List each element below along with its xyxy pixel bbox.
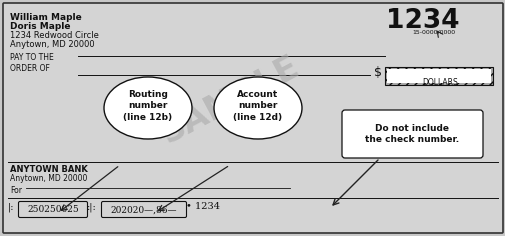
Text: DOLLARS: DOLLARS — [421, 78, 457, 87]
Ellipse shape — [104, 77, 191, 139]
FancyBboxPatch shape — [3, 3, 502, 233]
FancyBboxPatch shape — [384, 67, 492, 85]
Text: Doris Maple: Doris Maple — [10, 22, 70, 31]
Ellipse shape — [214, 77, 301, 139]
Text: Routing
number
(line 12b): Routing number (line 12b) — [123, 90, 172, 122]
Text: ANYTOWN BANK: ANYTOWN BANK — [10, 165, 87, 174]
Text: Account
number
(line 12d): Account number (line 12d) — [233, 90, 282, 122]
Text: :|:: :|: — [87, 202, 96, 211]
Text: SAMPLE: SAMPLE — [155, 50, 304, 150]
FancyBboxPatch shape — [341, 110, 482, 158]
Text: 1234 Redwood Circle: 1234 Redwood Circle — [10, 31, 98, 40]
Text: William Maple: William Maple — [10, 13, 82, 22]
Text: PAY TO THE
ORDER OF: PAY TO THE ORDER OF — [10, 53, 54, 73]
Text: Do not include
the check number.: Do not include the check number. — [364, 124, 458, 144]
Text: 15-0000/0000: 15-0000/0000 — [411, 30, 454, 35]
Text: $: $ — [373, 66, 381, 79]
FancyBboxPatch shape — [386, 69, 490, 83]
Text: 250250025: 250250025 — [27, 206, 79, 215]
Text: 1234: 1234 — [386, 8, 459, 34]
Text: 202020—,86—: 202020—,86— — [111, 206, 177, 215]
Text: |:: |: — [8, 202, 15, 211]
Text: For: For — [10, 186, 22, 195]
Text: Anytown, MD 20000: Anytown, MD 20000 — [10, 174, 87, 183]
Text: • 1234: • 1234 — [186, 202, 220, 211]
Text: Anytown, MD 20000: Anytown, MD 20000 — [10, 40, 94, 49]
